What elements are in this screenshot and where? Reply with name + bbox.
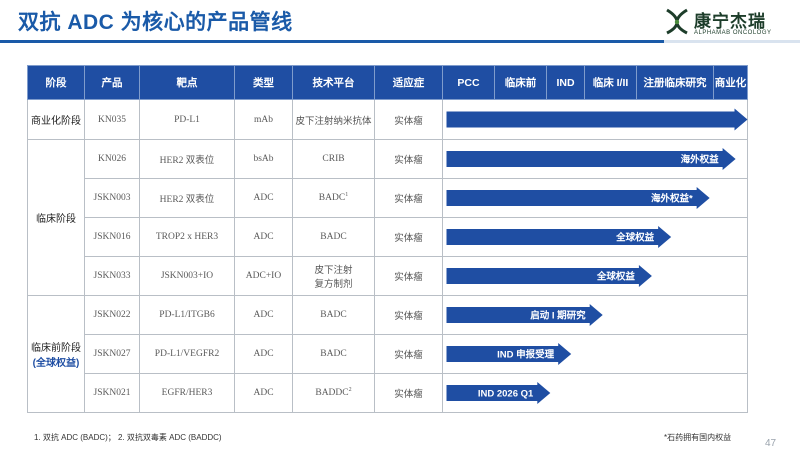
indication-cell: 实体瘤	[374, 139, 443, 179]
type-cell: bsAb	[234, 139, 293, 179]
target-cell: PD-L1/ITGB6	[139, 295, 235, 335]
logo-text-en: ALPHAMAB ONCOLOGY	[694, 30, 772, 36]
platform-text: BADC	[318, 193, 346, 204]
header-stage: 阶段	[27, 65, 85, 100]
logo-text-cn: 康宁杰瑞	[694, 12, 766, 31]
table-row: JSKN016 TROP2 x HER3 ADC BADC 实体瘤	[28, 217, 748, 257]
page-title: 双抗 ADC 为核心的产品管线	[18, 11, 293, 34]
stage-commercial: 商业化阶段	[27, 99, 85, 140]
product-cell: JSKN027	[84, 334, 140, 374]
header-type: 类型	[234, 65, 293, 100]
header-phase-preclinical: 临床前	[494, 65, 547, 100]
target-cell: HER2 双表位	[139, 178, 235, 218]
header-phase-ind: IND	[546, 65, 585, 100]
header-phase-registration: 注册临床研究	[636, 65, 714, 100]
pipeline-table: 阶段 产品 靶点 类型 技术平台 适应症 PCC 临床前 IND 临床 I/II…	[27, 65, 748, 413]
footnote: 1. 双抗 ADC (BADC)； 2. 双抗双毒素 ADC (BADDC)	[34, 433, 222, 442]
indication-cell: 实体瘤	[374, 178, 443, 218]
type-cell: ADC	[234, 373, 293, 413]
product-cell: JSKN022	[84, 295, 140, 335]
platform-line-2: 复方制剂	[314, 279, 353, 290]
target-cell: PD-L1/VEGFR2	[139, 334, 235, 374]
indication-cell: 实体瘤	[374, 373, 443, 413]
product-cell: JSKN033	[84, 256, 140, 296]
platform-text: BADDC	[315, 388, 349, 399]
indication-cell: 实体瘤	[374, 256, 443, 296]
stage-clinical: 临床阶段	[27, 139, 85, 296]
table-row: JSKN033 JSKN003+IO ADC+IO 皮下注射复方制剂 实体瘤	[28, 256, 748, 296]
table-row: JSKN021 EGFR/HER3 ADC BADDC2 实体瘤	[28, 373, 748, 413]
type-cell: ADC	[234, 295, 293, 335]
platform-cell: BADC	[292, 334, 375, 374]
header-rule	[0, 40, 664, 43]
indication-cell: 实体瘤	[374, 99, 443, 140]
logo-mark-icon	[666, 8, 688, 35]
page-number: 47	[765, 438, 777, 449]
header-phase-pcc: PCC	[442, 65, 495, 100]
progress-track	[442, 334, 748, 374]
platform-cell: BADDC2	[292, 373, 375, 413]
platform-line-1: 皮下注射	[314, 265, 353, 276]
platform-cell: 皮下注射 复方制剂	[292, 256, 375, 296]
type-cell: ADC	[234, 178, 293, 218]
stage-preclinical-label: 临床前阶段	[31, 343, 81, 354]
platform-footnote-mark: 1	[345, 192, 349, 199]
table-row: 临床阶段 KN026 HER2 双表位 bsAb CRIB 实体瘤	[27, 139, 748, 296]
header-row: 阶段 产品 靶点 类型 技术平台 适应症 PCC 临床前 IND 临床 I/II…	[27, 65, 748, 100]
header-phase-clinical: 临床 I/II	[584, 65, 637, 100]
indication-cell: 实体瘤	[374, 295, 443, 335]
header-target: 靶点	[139, 65, 235, 100]
target-cell: EGFR/HER3	[139, 373, 235, 413]
progress-track	[442, 99, 748, 140]
header-platform: 技术平台	[292, 65, 375, 100]
indication-cell: 实体瘤	[374, 217, 443, 257]
stage-preclinical: 临床前阶段 (全球权益)	[27, 295, 85, 413]
platform-cell: BADC	[292, 295, 375, 335]
rights-note: *石药拥有国内权益	[664, 433, 732, 442]
table-row: 商业化阶段 KN035 PD-L1 mAb 皮下注射纳米抗体 实体瘤	[27, 99, 748, 140]
product-cell: KN035	[84, 99, 140, 140]
target-cell: TROP2 x HER3	[139, 217, 235, 257]
target-cell: JSKN003+IO	[139, 256, 235, 296]
header-product: 产品	[84, 65, 140, 100]
product-cell: JSKN016	[84, 217, 140, 257]
stage-preclinical-note: (全球权益)	[32, 358, 80, 369]
type-cell: mAb	[234, 99, 293, 140]
table-row: 临床前阶段 (全球权益) JSKN022 PD-L1/ITGB6 ADC BADC…	[27, 295, 748, 413]
header-rule-light	[664, 40, 800, 43]
progress-track	[442, 217, 748, 257]
target-cell: HER2 双表位	[139, 139, 235, 179]
progress-track	[442, 295, 748, 335]
indication-cell: 实体瘤	[374, 334, 443, 374]
type-cell: ADC+IO	[234, 256, 293, 296]
company-logo: 康宁杰瑞 ALPHAMAB ONCOLOGY	[664, 6, 794, 40]
platform-cell: 皮下注射纳米抗体	[292, 99, 375, 140]
type-cell: ADC	[234, 217, 293, 257]
product-cell: JSKN003	[84, 178, 140, 218]
table-row: JSKN027 PD-L1/VEGFR2 ADC BADC 实体瘤	[28, 334, 748, 374]
platform-cell: CRIB	[292, 139, 375, 179]
header-phase-commercial: 商业化	[713, 65, 748, 100]
progress-track	[442, 178, 748, 218]
platform-footnote-mark: 2	[348, 387, 352, 394]
type-cell: ADC	[234, 334, 293, 374]
progress-track	[442, 139, 748, 179]
product-cell: JSKN021	[84, 373, 140, 413]
product-cell: KN026	[84, 139, 140, 179]
table-row: JSKN003 HER2 双表位 ADC BADC1 实体瘤	[28, 178, 748, 218]
progress-track	[442, 373, 748, 413]
platform-cell: BADC	[292, 217, 375, 257]
header-indication: 适应症	[374, 65, 443, 100]
progress-track	[442, 256, 748, 296]
target-cell: PD-L1	[139, 99, 235, 140]
platform-cell: BADC1	[292, 178, 375, 218]
